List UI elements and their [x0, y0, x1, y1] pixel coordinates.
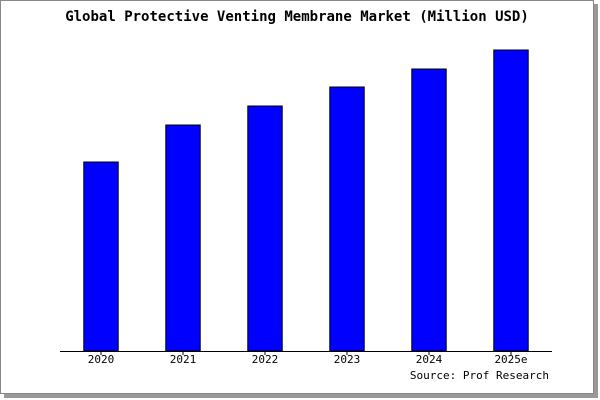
- bar: [329, 86, 365, 352]
- x-tick-label: 2022: [252, 353, 279, 366]
- x-tick-label: 2020: [88, 353, 115, 366]
- source-note: Source: Prof Research: [410, 369, 549, 382]
- bar: [165, 124, 201, 352]
- bar: [493, 49, 529, 352]
- x-tick-label: 2025e: [494, 353, 527, 366]
- x-tick-label: 2021: [170, 353, 197, 366]
- bar: [411, 68, 447, 352]
- x-tick-label: 2023: [334, 353, 361, 366]
- bar: [83, 161, 119, 352]
- bar: [247, 105, 283, 352]
- chart-title: Global Protective Venting Membrane Marke…: [65, 9, 529, 25]
- x-tick-label: 2024: [416, 353, 443, 366]
